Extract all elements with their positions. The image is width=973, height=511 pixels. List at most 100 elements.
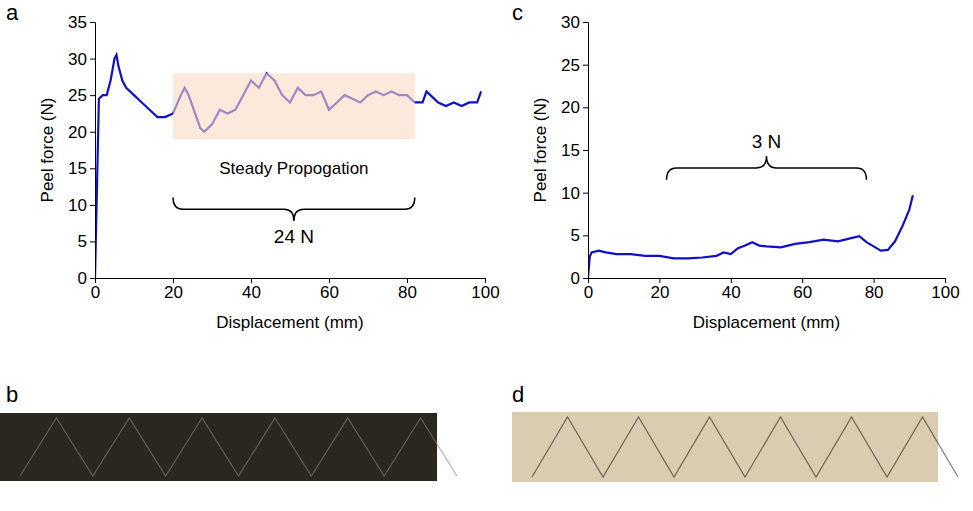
- photo-texture: [532, 417, 958, 477]
- panel-letter: b: [6, 382, 18, 407]
- photo: [512, 412, 938, 482]
- tick: 0: [91, 278, 100, 302]
- panel-letter: a: [6, 0, 19, 25]
- tick-label: 10: [68, 196, 87, 215]
- tick-mark: [90, 132, 95, 133]
- x-axis: 0 20 40 60 80 100: [91, 278, 500, 302]
- tick-label: 25: [561, 56, 580, 75]
- tick-mark: [583, 65, 588, 66]
- tick-label: 0: [571, 269, 580, 288]
- tick-label: 30: [68, 50, 87, 69]
- tick-label: 0: [78, 269, 87, 288]
- tick: 25: [68, 86, 95, 105]
- tick-mark: [90, 278, 95, 279]
- tick: 80: [398, 278, 417, 302]
- y-axis: 0 5 10 15 20 25 30 35: [68, 13, 95, 288]
- tick-label: 60: [793, 283, 812, 302]
- axis-line: [90, 23, 96, 279]
- tick-label: 80: [398, 283, 417, 302]
- tick: 30: [561, 13, 588, 32]
- tick: 20: [650, 278, 669, 302]
- y-axis-title: Peel force (N): [531, 98, 550, 203]
- tick-label: 0: [91, 283, 100, 302]
- bracket: [173, 198, 415, 221]
- tick-label: 40: [242, 283, 261, 302]
- tick-label: 20: [650, 283, 669, 302]
- x-axis: 0 20 40 60 80 100: [584, 278, 960, 302]
- y-axis-title: Peel force (N): [38, 98, 57, 203]
- data-line: [95, 55, 481, 278]
- tick: 0: [584, 278, 593, 302]
- tick: 35: [68, 13, 95, 32]
- axis-line: [583, 23, 589, 279]
- chart-panel: c 0 20 40 60 80 100 0 5 10 15 20 25 30 Displacement (m…: [512, 0, 960, 332]
- tick-label: 20: [68, 123, 87, 142]
- x-axis-title: Displacement (mm): [693, 313, 840, 332]
- photo-panel: d: [512, 382, 958, 482]
- tick: 60: [320, 278, 339, 302]
- tick: 5: [571, 226, 588, 245]
- tick-label: 100: [471, 283, 499, 302]
- panel-letter: d: [512, 382, 524, 407]
- tick: 15: [561, 141, 588, 160]
- tick-mark: [583, 150, 588, 151]
- tick-mark: [90, 59, 95, 60]
- tick-label: 60: [320, 283, 339, 302]
- tick-label: 30: [561, 13, 580, 32]
- tick-mark: [583, 22, 588, 23]
- tick: 100: [471, 278, 499, 302]
- tick: 25: [561, 56, 588, 75]
- tick-mark: [90, 22, 95, 23]
- tick-mark: [90, 95, 95, 96]
- photo-texture: [20, 418, 457, 476]
- axis-line: [96, 279, 486, 284]
- tick: 60: [793, 278, 812, 302]
- bracket-label: 3 N: [752, 131, 782, 152]
- tick-mark: [583, 107, 588, 108]
- tick: 100: [931, 278, 959, 302]
- panel-letter: c: [512, 0, 523, 25]
- x-axis-title: Displacement (mm): [216, 313, 363, 332]
- tick-label: 35: [68, 13, 87, 32]
- tick-label: 20: [561, 98, 580, 117]
- figure: a02040608010005101520253035Displacement …: [0, 0, 973, 511]
- tick: 5: [78, 232, 95, 251]
- tick-mark: [583, 193, 588, 194]
- tick: 40: [722, 278, 741, 302]
- tick-label: 25: [68, 86, 87, 105]
- tick: 30: [68, 50, 95, 69]
- chart-panel: a 0 20 40 60 80 100 0 5 10 15 20 25 30 35 Displacement …: [6, 0, 500, 332]
- tick: 20: [164, 278, 183, 302]
- data-line: [588, 195, 913, 278]
- tick-mark: [90, 168, 95, 169]
- tick-mark: [90, 241, 95, 242]
- tick-label: 100: [931, 283, 959, 302]
- tick-label: 15: [561, 141, 580, 160]
- tick-label: 40: [722, 283, 741, 302]
- tick: 40: [242, 278, 261, 302]
- axis-line: [589, 279, 946, 284]
- region-label: Steady Propogation: [219, 159, 368, 178]
- tick-label: 80: [865, 283, 884, 302]
- tick: 20: [68, 123, 95, 142]
- bracket: [667, 156, 867, 180]
- plot-area: [588, 195, 913, 278]
- photo: [0, 413, 437, 481]
- shaded-region: [173, 73, 415, 139]
- tick-label: 5: [571, 226, 580, 245]
- y-axis: 0 5 10 15 20 25 30: [561, 13, 588, 288]
- tick-mark: [90, 205, 95, 206]
- photo-panel: b: [0, 382, 457, 481]
- tick-label: 0: [584, 283, 593, 302]
- bracket-label: 24 N: [274, 226, 314, 247]
- tick-label: 20: [164, 283, 183, 302]
- tick-mark: [583, 278, 588, 279]
- tick: 0: [78, 269, 95, 288]
- tick: 15: [68, 159, 95, 178]
- tick: 10: [68, 196, 95, 215]
- tick: 10: [561, 184, 588, 203]
- tick: 80: [865, 278, 884, 302]
- tick-label: 15: [68, 159, 87, 178]
- plot-area: [95, 55, 481, 278]
- tick-label: 5: [78, 232, 87, 251]
